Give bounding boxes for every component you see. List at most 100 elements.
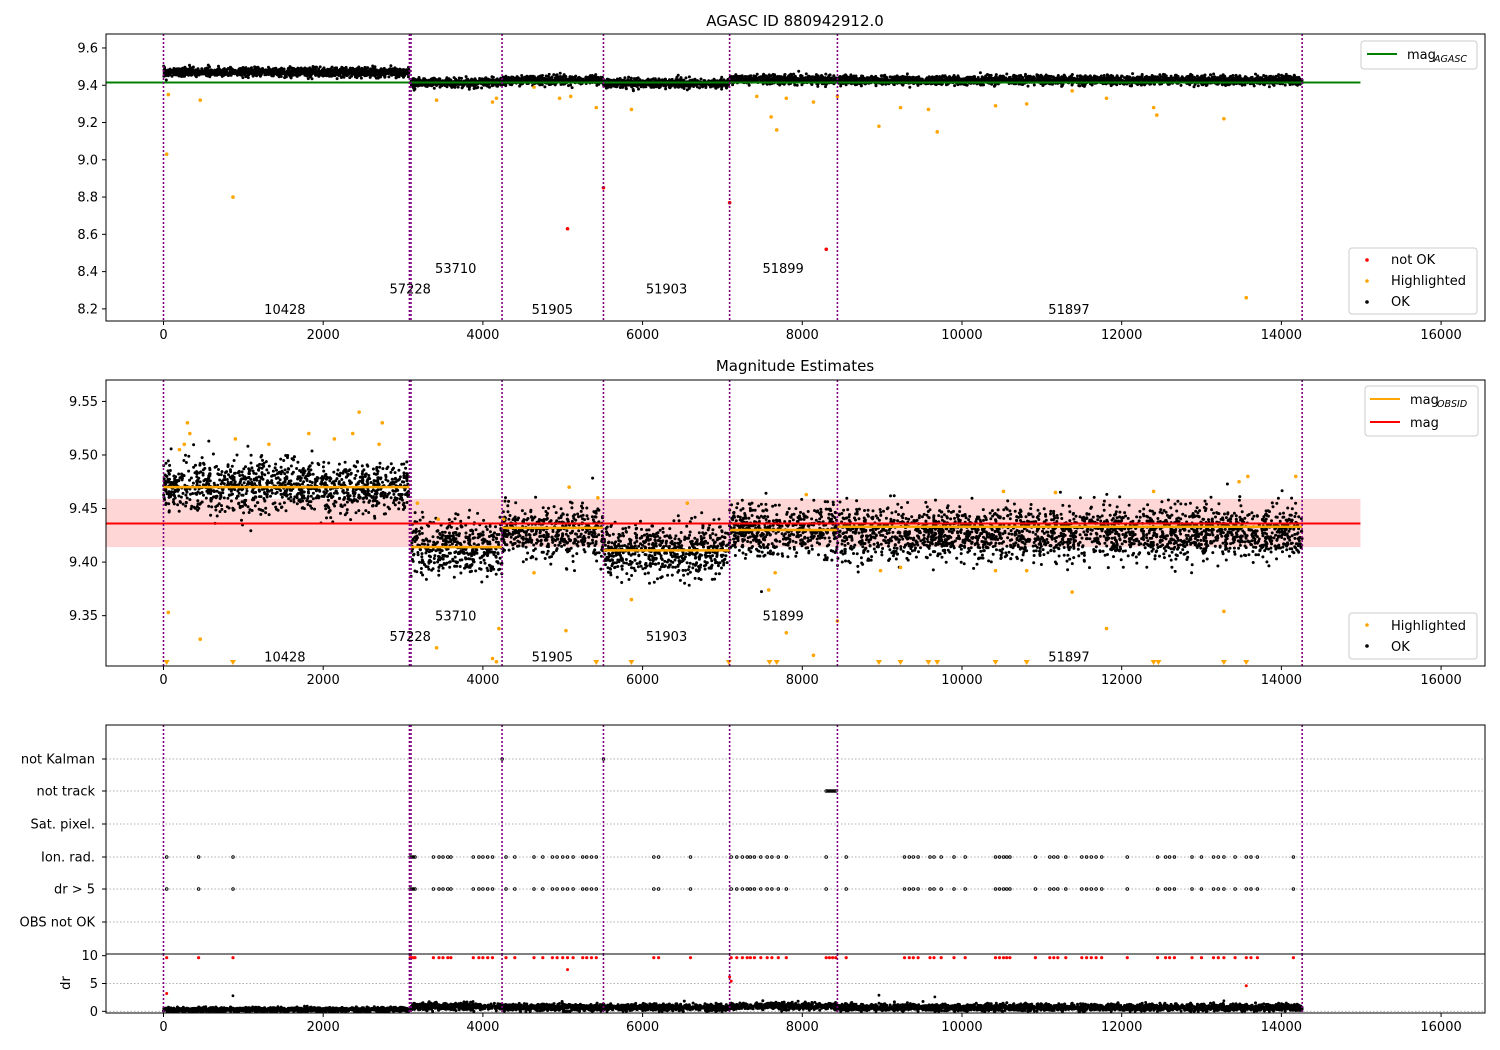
agasc-ok-point bbox=[593, 74, 597, 78]
agasc-ok-point bbox=[217, 64, 220, 68]
agasc-ok-point bbox=[254, 68, 258, 72]
agasc-ok-point bbox=[188, 65, 192, 69]
agasc-ok-point bbox=[328, 70, 332, 74]
agasc-ok-point bbox=[302, 72, 306, 75]
agasc-ok-point bbox=[271, 74, 275, 78]
agasc-ok-point bbox=[300, 72, 303, 76]
agasc-ok-point bbox=[1283, 83, 1287, 87]
agasc-ok-point bbox=[994, 73, 998, 77]
agasc-ok-point bbox=[373, 68, 377, 72]
agasc-ok-point bbox=[297, 70, 300, 74]
agasc-ok-point bbox=[908, 85, 912, 89]
agasc-ok-point bbox=[770, 78, 774, 82]
agasc-ok-point bbox=[365, 74, 369, 77]
agasc-ok-point bbox=[368, 70, 372, 74]
agasc-ok-point bbox=[412, 88, 416, 92]
agasc-ok-point bbox=[357, 69, 361, 73]
agasc-ok-point bbox=[360, 68, 364, 72]
agasc-ok-point bbox=[379, 68, 383, 72]
agasc-ok-point bbox=[249, 67, 253, 71]
agasc-ok-point bbox=[750, 78, 754, 81]
agasc-ok-point bbox=[661, 78, 664, 82]
agasc-ok-point bbox=[775, 76, 779, 80]
agasc-ok-point bbox=[222, 67, 226, 71]
agasc-ok-point bbox=[350, 69, 354, 73]
agasc-ok-point bbox=[210, 68, 214, 72]
agasc-ok-point bbox=[289, 69, 293, 73]
agasc-ok-point bbox=[418, 83, 422, 87]
agasc-ok-point bbox=[738, 78, 742, 82]
agasc-ok-point bbox=[480, 86, 484, 90]
agasc-ok-point bbox=[781, 77, 785, 80]
agasc-ok-point bbox=[504, 74, 508, 78]
agasc-ok-point bbox=[688, 83, 692, 87]
agasc-ok-point bbox=[371, 64, 375, 68]
agasc-ok-point bbox=[395, 75, 399, 79]
agasc-ok-point bbox=[805, 77, 809, 81]
agasc-ok-point bbox=[609, 85, 613, 89]
agasc-ok-point bbox=[334, 71, 337, 74]
agasc-ok-point bbox=[484, 76, 488, 80]
agasc-ok-point bbox=[432, 86, 436, 90]
agasc-ok-point bbox=[389, 64, 393, 68]
agasc-ok-point bbox=[396, 72, 400, 76]
agasc-ok-point bbox=[778, 77, 782, 81]
agasc-ok-point bbox=[374, 76, 378, 80]
agasc-ok-point bbox=[558, 71, 562, 75]
agasc-ok-point bbox=[652, 85, 656, 89]
agasc-ok-point bbox=[464, 75, 468, 79]
agasc-ok-point bbox=[763, 77, 767, 81]
agasc-ok-point bbox=[310, 68, 314, 72]
agasc-ok-point bbox=[485, 83, 489, 87]
agasc-ok-point bbox=[227, 72, 230, 76]
agasc-ok-point bbox=[308, 75, 312, 79]
agasc-ok-point bbox=[387, 75, 391, 79]
agasc-ok-point bbox=[650, 83, 654, 87]
agasc-ok-point bbox=[205, 74, 208, 78]
agasc-ok-point bbox=[169, 68, 173, 72]
agasc-ok-point bbox=[741, 78, 745, 82]
agasc-ok-point bbox=[365, 71, 369, 75]
agasc-ok-point bbox=[804, 72, 808, 76]
agasc-ok-point bbox=[200, 67, 204, 71]
agasc-ok-point bbox=[709, 83, 713, 87]
agasc-ok-point bbox=[599, 75, 603, 79]
agasc-ok-point bbox=[685, 88, 689, 92]
agasc-ok-point bbox=[191, 65, 195, 69]
agasc-ok-point bbox=[260, 68, 264, 72]
agasc-ok-point bbox=[256, 65, 260, 69]
agasc-ok-point bbox=[189, 70, 193, 74]
agasc-ok-point bbox=[216, 70, 220, 74]
agasc-ok-point bbox=[229, 66, 233, 70]
agasc-ok-point bbox=[315, 70, 319, 74]
agasc-ok-point bbox=[684, 76, 688, 80]
agasc-ok-point bbox=[619, 84, 623, 88]
agasc-ok-point bbox=[491, 78, 495, 82]
agasc-ok-point bbox=[282, 69, 286, 73]
agasc-ok-point bbox=[200, 72, 203, 76]
agasc-ok-point bbox=[486, 78, 490, 82]
agasc-ok-point bbox=[712, 77, 716, 81]
agasc-ok-point bbox=[624, 87, 628, 91]
agasc-ok-point bbox=[816, 84, 820, 88]
agasc-ok-point bbox=[438, 85, 442, 89]
agasc-ok-point bbox=[824, 72, 828, 76]
agasc-ok-point bbox=[572, 76, 576, 80]
agasc-ok-point bbox=[284, 75, 288, 79]
agasc-ok-point bbox=[223, 73, 227, 77]
agasc-ok-point bbox=[164, 78, 168, 82]
agasc-ok-point bbox=[166, 69, 170, 73]
agasc-ok-point bbox=[255, 70, 259, 74]
agasc-ok-point bbox=[180, 67, 184, 71]
agasc-ok-point bbox=[224, 69, 228, 73]
agasc-ok-point bbox=[414, 84, 417, 88]
agasc-ok-point bbox=[344, 69, 348, 73]
agasc-ok-point bbox=[755, 72, 759, 76]
agasc-ok-point bbox=[202, 72, 206, 76]
agasc-ok-point bbox=[542, 78, 546, 82]
agasc-ok-point bbox=[1254, 72, 1257, 76]
agasc-ok-point bbox=[745, 75, 749, 79]
agasc-ok-point bbox=[754, 75, 758, 79]
agasc-ok-point bbox=[456, 85, 460, 89]
agasc-ok-point bbox=[176, 71, 180, 75]
